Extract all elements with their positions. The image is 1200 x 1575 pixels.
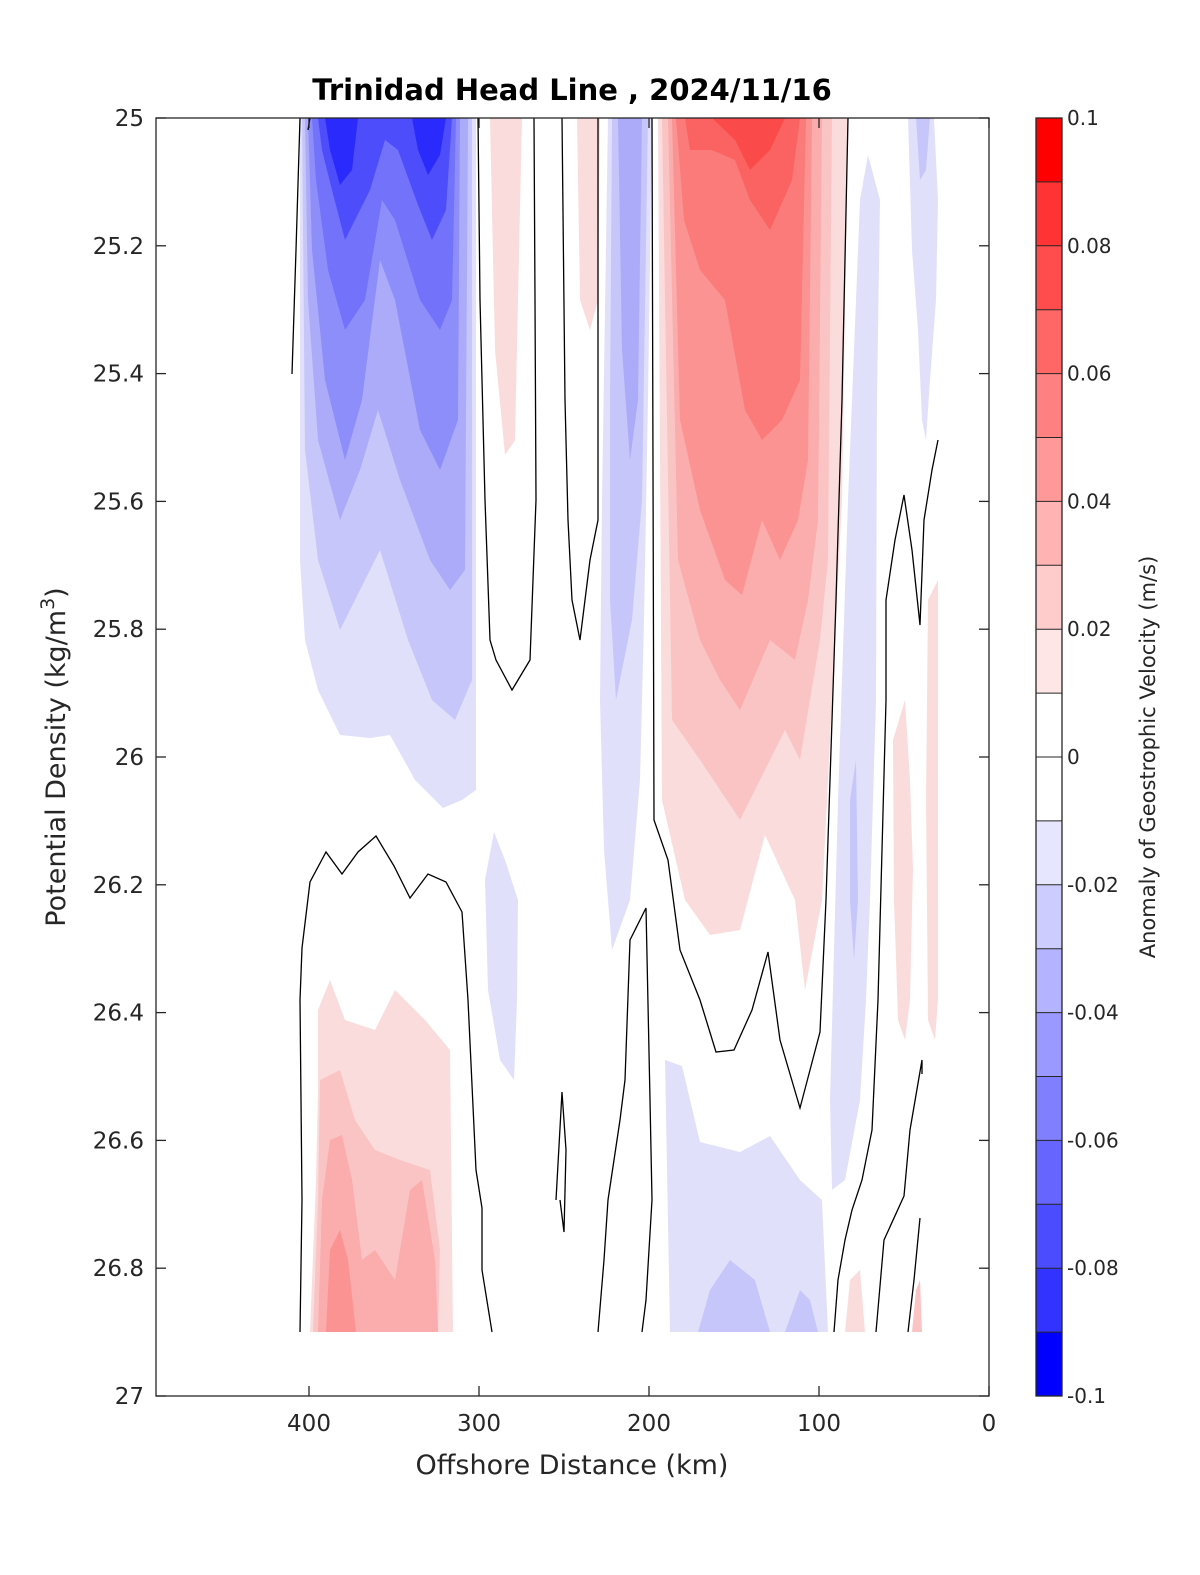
colorbar-segment [1036, 565, 1062, 630]
colorbar-tick-label: -0.02 [1067, 873, 1119, 897]
contour-fill [665, 1060, 828, 1332]
x-tick-label: 300 [457, 1411, 501, 1437]
contour-fill [577, 118, 600, 330]
colorbar-tick-label: 0.08 [1067, 234, 1112, 258]
contour-line [597, 907, 653, 1333]
colorbar-segment [1036, 1268, 1062, 1333]
colorbar-tick-label: 0.04 [1067, 489, 1112, 513]
contour-fill [490, 118, 522, 455]
y-axis-label-close: ) [41, 587, 72, 598]
y-axis-label: Potential Density (kg/m3) [37, 587, 72, 926]
contour-fills [291, 118, 939, 1333]
colorbar-segment [1036, 1140, 1062, 1205]
contour-fill [618, 118, 642, 460]
chart-title: Trinidad Head Line , 2024/11/16 [312, 73, 832, 107]
contour-line [875, 1059, 923, 1333]
colorbar-segment [1036, 245, 1062, 310]
y-tick-label: 25 [115, 106, 144, 132]
colorbar-segment [1036, 437, 1062, 502]
colorbar-tick-label: -0.06 [1067, 1128, 1119, 1152]
x-tick-label: 400 [287, 1411, 331, 1437]
colorbar-tick-label: 0 [1067, 745, 1080, 769]
x-tick-label: 0 [982, 1411, 997, 1437]
y-tick-label: 25.8 [93, 617, 144, 643]
contour-fill [850, 760, 858, 960]
x-axis-label: Offshore Distance (km) [416, 1450, 729, 1481]
contour-fill [908, 118, 938, 440]
colorbar-segment [1036, 1012, 1062, 1077]
colorbar-tick-label: 0.1 [1067, 106, 1099, 130]
colorbar-segment [1036, 884, 1062, 949]
colorbar-tick-label: -0.1 [1067, 1384, 1106, 1408]
colorbar-segment [1036, 309, 1062, 374]
y-tick-label: 26.2 [93, 873, 144, 899]
contour-fill [926, 580, 938, 1040]
y-tick-label: 25.2 [93, 234, 144, 260]
colorbar-tick-label: -0.04 [1067, 1001, 1119, 1025]
contour-fill [412, 118, 446, 175]
colorbar-segment [1036, 181, 1062, 246]
contour-fill [916, 118, 930, 180]
colorbar-segment [1036, 693, 1062, 757]
colorbar-segment [1036, 118, 1062, 182]
contour-fill [912, 1280, 922, 1332]
contour-line [651, 118, 849, 1111]
contour-line [907, 1217, 921, 1333]
colorbar-segment [1036, 757, 1062, 821]
y-axis: 25 25.2 25.4 25.6 25.8 26 26.2 26.4 26.6 26.8 27 [93, 106, 989, 1410]
contour-line [561, 118, 599, 641]
contour-fill [712, 118, 785, 170]
y-tick-label: 26 [115, 745, 144, 771]
colorbar-segment [1036, 1204, 1062, 1269]
y-tick-label: 26.6 [93, 1128, 144, 1154]
contour-line [299, 834, 493, 1333]
colorbar-segment [1036, 1076, 1062, 1141]
contour-fill [785, 1290, 818, 1332]
y-tick-label: 25.6 [93, 489, 144, 515]
contour-fill [325, 118, 358, 185]
y-tick-label: 26.8 [93, 1256, 144, 1282]
x-tick-label: 100 [797, 1411, 841, 1437]
contour-fill [326, 1230, 356, 1332]
contour-fill [893, 700, 913, 1040]
contour-fill [485, 832, 518, 1080]
colorbar-segment [1036, 501, 1062, 566]
contour-line [477, 118, 537, 692]
y-tick-label: 25.4 [93, 362, 144, 388]
colorbar-label: Anomaly of Geostrophic Velocity (m/s) [1136, 556, 1160, 959]
contour-line [833, 439, 939, 1333]
colorbar-segment [1036, 948, 1062, 1013]
colorbar-segment [1036, 629, 1062, 694]
y-axis-label-superscript: 3 [37, 598, 59, 610]
colorbar-tick-label: 0.02 [1067, 617, 1112, 641]
colorbar-segment [1036, 820, 1062, 885]
colorbar: 0.1 0.08 0.06 0.04 0.02 0 -0.02 -0.04 -0.06 -0.08… [1035, 106, 1119, 1408]
contour-fill [698, 1260, 770, 1332]
contour-fill [830, 155, 880, 1190]
contour-line [291, 118, 301, 375]
y-tick-label: 26.4 [93, 1001, 144, 1027]
x-axis: 400 300 200 100 0 [287, 118, 996, 1437]
colorbar-tick-label: -0.08 [1067, 1256, 1119, 1280]
colorbar-segment [1036, 373, 1062, 438]
colorbar-segment [1036, 1332, 1062, 1396]
x-tick-label: 200 [627, 1411, 671, 1437]
contour-fill [845, 1270, 865, 1332]
y-tick-label: 27 [115, 1384, 144, 1410]
contour-line [555, 1091, 567, 1233]
y-axis-label-main: Potential Density (kg/m [41, 610, 72, 927]
colorbar-tick-label: 0.06 [1067, 362, 1112, 386]
zero-contours [291, 118, 939, 1333]
